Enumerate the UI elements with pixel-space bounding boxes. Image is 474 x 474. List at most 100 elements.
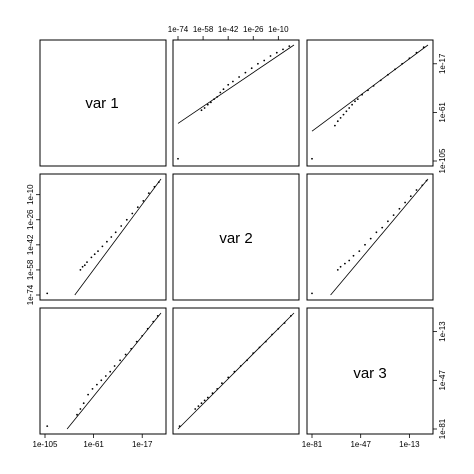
data-point xyxy=(361,93,363,96)
data-point xyxy=(216,388,219,390)
diagonal-label-var-3: var 3 xyxy=(353,365,386,382)
data-point xyxy=(79,408,82,410)
scatter-panel-var-3-vs-var-2 xyxy=(177,312,295,430)
scatter-panel-var-1-vs-var-2 xyxy=(177,44,295,160)
data-point xyxy=(213,98,216,100)
data-point xyxy=(83,264,86,267)
data-point xyxy=(250,67,253,70)
data-point xyxy=(222,88,225,91)
data-point xyxy=(227,376,230,379)
data-point xyxy=(401,62,404,65)
reference-line xyxy=(330,178,429,296)
left-axis-tick-label: 1e-58 xyxy=(26,259,35,280)
diagonal-label-var-2: var 2 xyxy=(219,230,252,247)
data-point xyxy=(348,259,351,262)
data-point xyxy=(197,405,200,407)
data-point xyxy=(221,382,223,385)
data-point xyxy=(216,96,219,98)
data-point xyxy=(125,218,128,221)
data-point xyxy=(114,231,117,234)
data-point xyxy=(76,413,78,416)
bottom-axis-tick-label: 1e-81 xyxy=(302,440,323,449)
data-point xyxy=(46,425,49,427)
data-point xyxy=(334,124,336,127)
data-point xyxy=(141,335,144,337)
data-point xyxy=(109,370,112,373)
top-axis-tick-label: 1e-74 xyxy=(168,25,189,34)
data-point xyxy=(244,71,247,74)
data-point xyxy=(257,62,259,65)
data-point xyxy=(219,91,222,94)
data-point xyxy=(263,59,266,62)
data-point xyxy=(90,256,93,259)
data-point xyxy=(82,402,85,405)
data-point xyxy=(124,353,127,356)
data-point xyxy=(157,181,160,184)
top-axis-tick-label: 1e-26 xyxy=(243,25,264,34)
data-point xyxy=(354,100,356,103)
panel-frame-r1-c2 xyxy=(306,173,434,301)
data-point xyxy=(110,236,113,238)
top-axis-tick-label: 1e-42 xyxy=(218,25,239,34)
bottom-axis-tick-label: 1e-105 xyxy=(33,440,58,449)
data-point xyxy=(277,327,280,330)
data-point xyxy=(351,103,353,106)
data-point xyxy=(367,89,369,92)
data-point xyxy=(283,322,286,324)
data-point xyxy=(311,157,313,160)
reference-line xyxy=(177,312,295,430)
data-point xyxy=(147,192,150,195)
right-axis-tick-label: 1e-13 xyxy=(438,321,447,342)
right-axis-tick-label: 1e-47 xyxy=(438,370,447,391)
data-point xyxy=(211,392,214,395)
data-point xyxy=(336,120,339,123)
panel-frame-r1-c0 xyxy=(39,173,167,301)
data-point xyxy=(311,292,313,295)
data-point xyxy=(415,51,418,54)
data-point xyxy=(271,333,273,336)
data-point xyxy=(101,245,104,248)
data-point xyxy=(203,107,206,109)
data-point xyxy=(152,320,155,323)
data-point xyxy=(404,201,406,204)
data-point xyxy=(100,379,103,382)
data-point xyxy=(290,315,292,317)
data-point xyxy=(135,340,138,343)
data-point xyxy=(339,265,342,268)
data-point xyxy=(206,103,209,106)
data-point xyxy=(104,375,107,377)
panel-frame-r0-c1 xyxy=(172,39,300,167)
data-point xyxy=(358,250,361,253)
data-point xyxy=(352,254,355,257)
data-point xyxy=(86,261,88,263)
data-point xyxy=(422,46,425,49)
left-axis-tick-label: 1e-26 xyxy=(26,209,35,230)
data-point xyxy=(120,225,123,227)
bottom-axis-tick-label: 1e-47 xyxy=(350,440,371,449)
right-axis-tick-label: 1e-81 xyxy=(438,418,447,439)
data-point xyxy=(227,83,230,86)
data-point xyxy=(136,206,139,209)
panel-frame-r0-c0 xyxy=(39,39,167,167)
panel-frame-r1-c1 xyxy=(172,173,300,301)
data-point xyxy=(392,214,395,217)
data-point xyxy=(194,408,197,410)
data-point xyxy=(238,76,241,78)
data-point xyxy=(252,352,255,354)
data-point xyxy=(425,179,428,182)
data-point xyxy=(264,340,267,343)
data-point xyxy=(394,68,396,71)
data-point xyxy=(177,157,179,160)
data-point xyxy=(282,48,284,51)
data-point xyxy=(87,393,89,396)
data-point xyxy=(233,370,236,373)
data-point xyxy=(96,383,98,386)
data-point xyxy=(421,184,424,187)
data-point xyxy=(91,388,94,390)
panel-frame-r0-c2 xyxy=(306,39,434,167)
data-point xyxy=(336,269,339,271)
data-point xyxy=(93,253,96,256)
data-point xyxy=(381,226,384,229)
left-axis-tick-label: 1e-42 xyxy=(26,234,35,255)
